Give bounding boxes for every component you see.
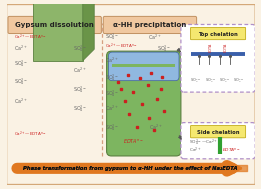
FancyBboxPatch shape <box>191 125 246 138</box>
Text: Ca$^{2+}$: Ca$^{2+}$ <box>14 44 28 53</box>
Text: Ca$^{2+}$: Ca$^{2+}$ <box>14 97 28 106</box>
Text: Top chelation: Top chelation <box>198 32 238 36</box>
Text: SO$_4^{2-}$—Ca$^{2+}$: SO$_4^{2-}$—Ca$^{2+}$ <box>188 137 218 148</box>
Text: EDTA$^{n-}$: EDTA$^{n-}$ <box>222 146 240 154</box>
Text: SO$_4^{2-}$: SO$_4^{2-}$ <box>105 31 119 42</box>
FancyBboxPatch shape <box>181 123 255 159</box>
Text: SO$_4^{2-}$: SO$_4^{2-}$ <box>205 76 216 85</box>
Text: Ca$^{2+}$: Ca$^{2+}$ <box>73 66 87 75</box>
Polygon shape <box>112 64 175 67</box>
Text: Ca$^{2+}$—EDTA$^{n-}$: Ca$^{2+}$—EDTA$^{n-}$ <box>14 32 47 42</box>
Text: EDTA$^{n-}$: EDTA$^{n-}$ <box>123 138 143 146</box>
Text: EDTA: EDTA <box>224 43 228 52</box>
Text: Ca$^{2+}$: Ca$^{2+}$ <box>105 104 118 113</box>
Text: Ca$^{2+}$: Ca$^{2+}$ <box>150 123 163 132</box>
Text: Phase transformation from gypsum to α-HH under the effect of Na₂EDTA: Phase transformation from gypsum to α-HH… <box>23 166 238 171</box>
Text: SO$_4^{2-}$: SO$_4^{2-}$ <box>191 76 201 85</box>
Text: Ca$^{2+}$—EDTA$^{n-}$: Ca$^{2+}$—EDTA$^{n-}$ <box>14 129 47 139</box>
Text: SO$_4^{2-}$: SO$_4^{2-}$ <box>157 43 171 54</box>
Text: EDTA: EDTA <box>209 43 212 52</box>
Text: SO$_4^{2-}$: SO$_4^{2-}$ <box>219 76 230 85</box>
Polygon shape <box>33 0 83 61</box>
Text: SO$_4^{2-}$: SO$_4^{2-}$ <box>105 72 119 83</box>
Text: Gypsum dissolution: Gypsum dissolution <box>15 22 94 28</box>
Text: Phase transformation from gypsum to α-HH under the effect of Na₂EDTA: Phase transformation from gypsum to α-HH… <box>23 166 238 171</box>
Text: Ca$^{2+}$: Ca$^{2+}$ <box>188 146 201 155</box>
Text: Ca$^{2+}$—EDTA$^{n-}$: Ca$^{2+}$—EDTA$^{n-}$ <box>105 42 137 51</box>
Text: α-HH precipitation: α-HH precipitation <box>113 22 186 28</box>
Text: SO$_4^{2-}$: SO$_4^{2-}$ <box>73 43 87 54</box>
Polygon shape <box>83 0 94 61</box>
Text: SO$_4^{2-}$: SO$_4^{2-}$ <box>105 122 119 133</box>
Text: SO$_4^{2-}$: SO$_4^{2-}$ <box>73 84 87 95</box>
Text: SO$_4^{2-}$: SO$_4^{2-}$ <box>14 76 28 87</box>
FancyBboxPatch shape <box>7 5 255 184</box>
Text: SO$_4^{2-}$: SO$_4^{2-}$ <box>73 103 87 114</box>
Text: SO$_4^{2-}$: SO$_4^{2-}$ <box>14 58 28 69</box>
FancyBboxPatch shape <box>181 25 255 92</box>
FancyBboxPatch shape <box>8 16 101 33</box>
FancyBboxPatch shape <box>109 52 179 81</box>
Text: SO$_4^{2-}$: SO$_4^{2-}$ <box>233 76 244 85</box>
FancyBboxPatch shape <box>191 27 246 40</box>
FancyBboxPatch shape <box>106 51 181 156</box>
Text: Side chelation: Side chelation <box>197 130 239 135</box>
Text: Ca$^{2+}$: Ca$^{2+}$ <box>105 56 118 65</box>
Text: SO$_4^{2-}$: SO$_4^{2-}$ <box>105 89 119 99</box>
Text: Ca$^{2+}$: Ca$^{2+}$ <box>147 32 161 42</box>
FancyBboxPatch shape <box>103 16 197 33</box>
